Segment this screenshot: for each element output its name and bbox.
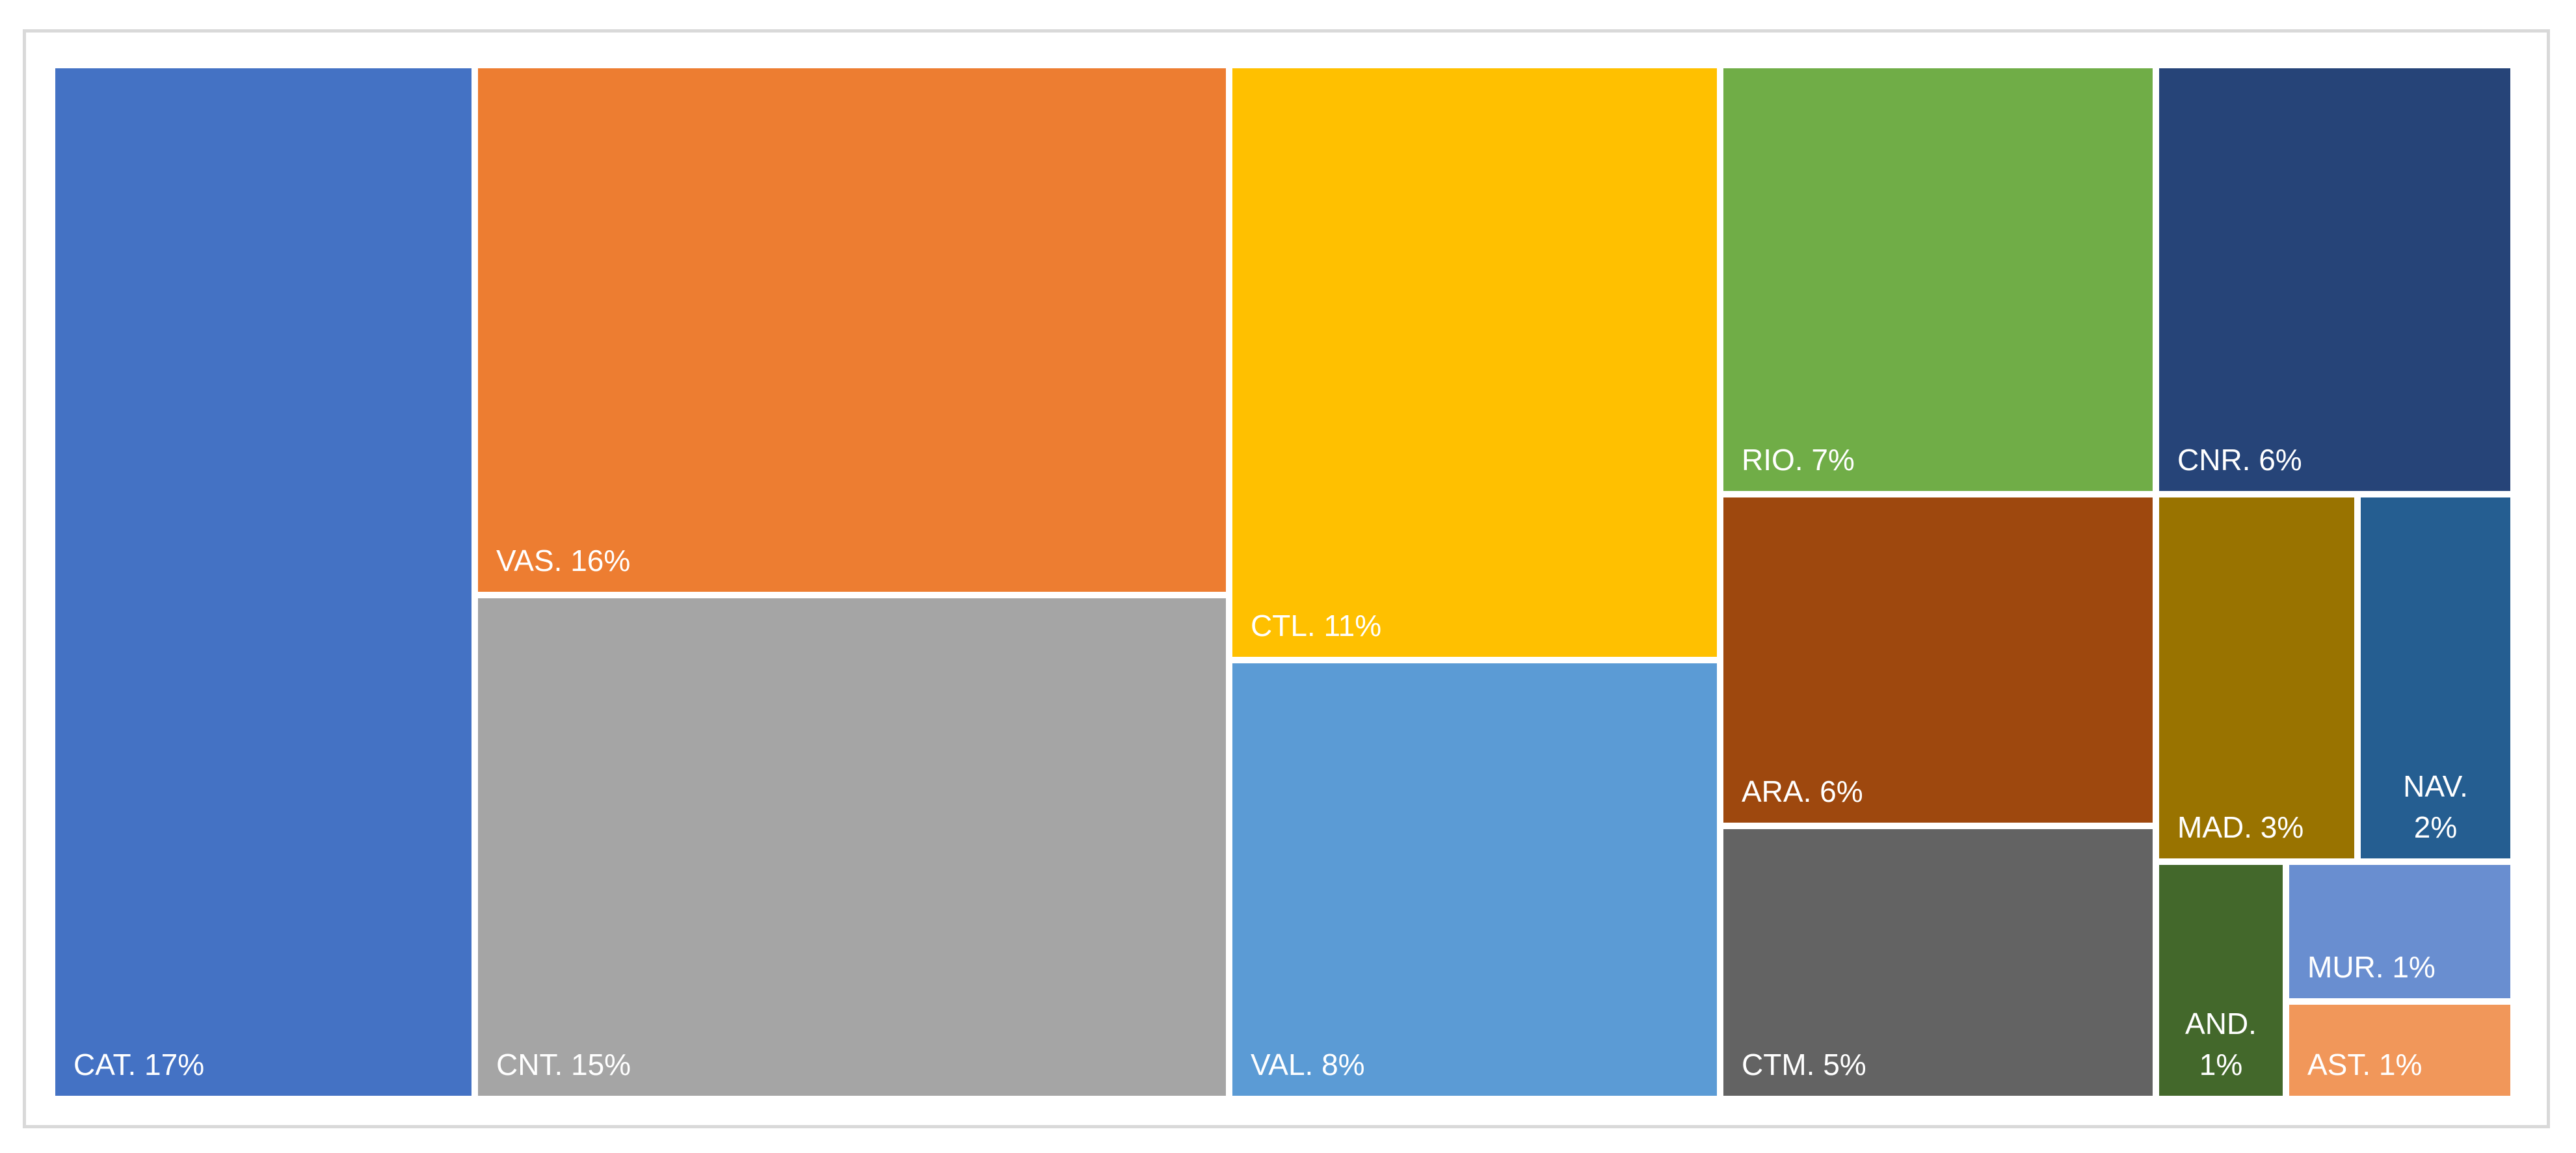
tile-ctl: [1232, 68, 1717, 657]
tile-nav: [2361, 497, 2510, 858]
tile-val: [1232, 663, 1717, 1096]
tile-label-and: AND. 1%: [2185, 1007, 2257, 1081]
tile-rio: [1723, 68, 2153, 491]
tile-vas: [478, 68, 1226, 592]
treemap-chart: CAT. 17% VAS. 16% CNT. 15% CTL. 11% VAL. 8% R…: [55, 68, 2510, 1096]
tile-label-mad: MAD. 3%: [2177, 810, 2304, 844]
tile-label-ctm: CTM. 5%: [1742, 1048, 1866, 1081]
tile-mad: [2159, 497, 2354, 858]
tile-ctm: [1723, 829, 2153, 1096]
tile-label-cnr: CNR. 6%: [2177, 443, 2302, 477]
tile-label-cnt: CNT. 15%: [496, 1048, 631, 1081]
tile-label-rio: RIO. 7%: [1742, 443, 1855, 477]
tile-label-nav: NAV. 2%: [2403, 769, 2468, 844]
tile-ara: [1723, 497, 2153, 823]
tile-label-ast: AST. 1%: [2307, 1048, 2422, 1081]
tile-label-vas: VAS. 16%: [496, 544, 630, 577]
tile-label-val: VAL. 8%: [1251, 1048, 1365, 1081]
tile-mur: [2289, 865, 2510, 998]
tile-label-mur: MUR. 1%: [2307, 950, 2436, 984]
chart-frame: CAT. 17% VAS. 16% CNT. 15% CTL. 11% VAL. 8% R…: [23, 29, 2550, 1128]
tile-label-ara: ARA. 6%: [1742, 775, 1863, 808]
tile-label-cat: CAT. 17%: [73, 1048, 204, 1081]
tile-ast: [2289, 1005, 2510, 1096]
tile-cnr: [2159, 68, 2510, 491]
tile-cat: [55, 68, 471, 1096]
tile-and: [2159, 865, 2283, 1096]
tile-cnt: [478, 598, 1226, 1096]
tile-label-ctl: CTL. 11%: [1251, 609, 1381, 643]
